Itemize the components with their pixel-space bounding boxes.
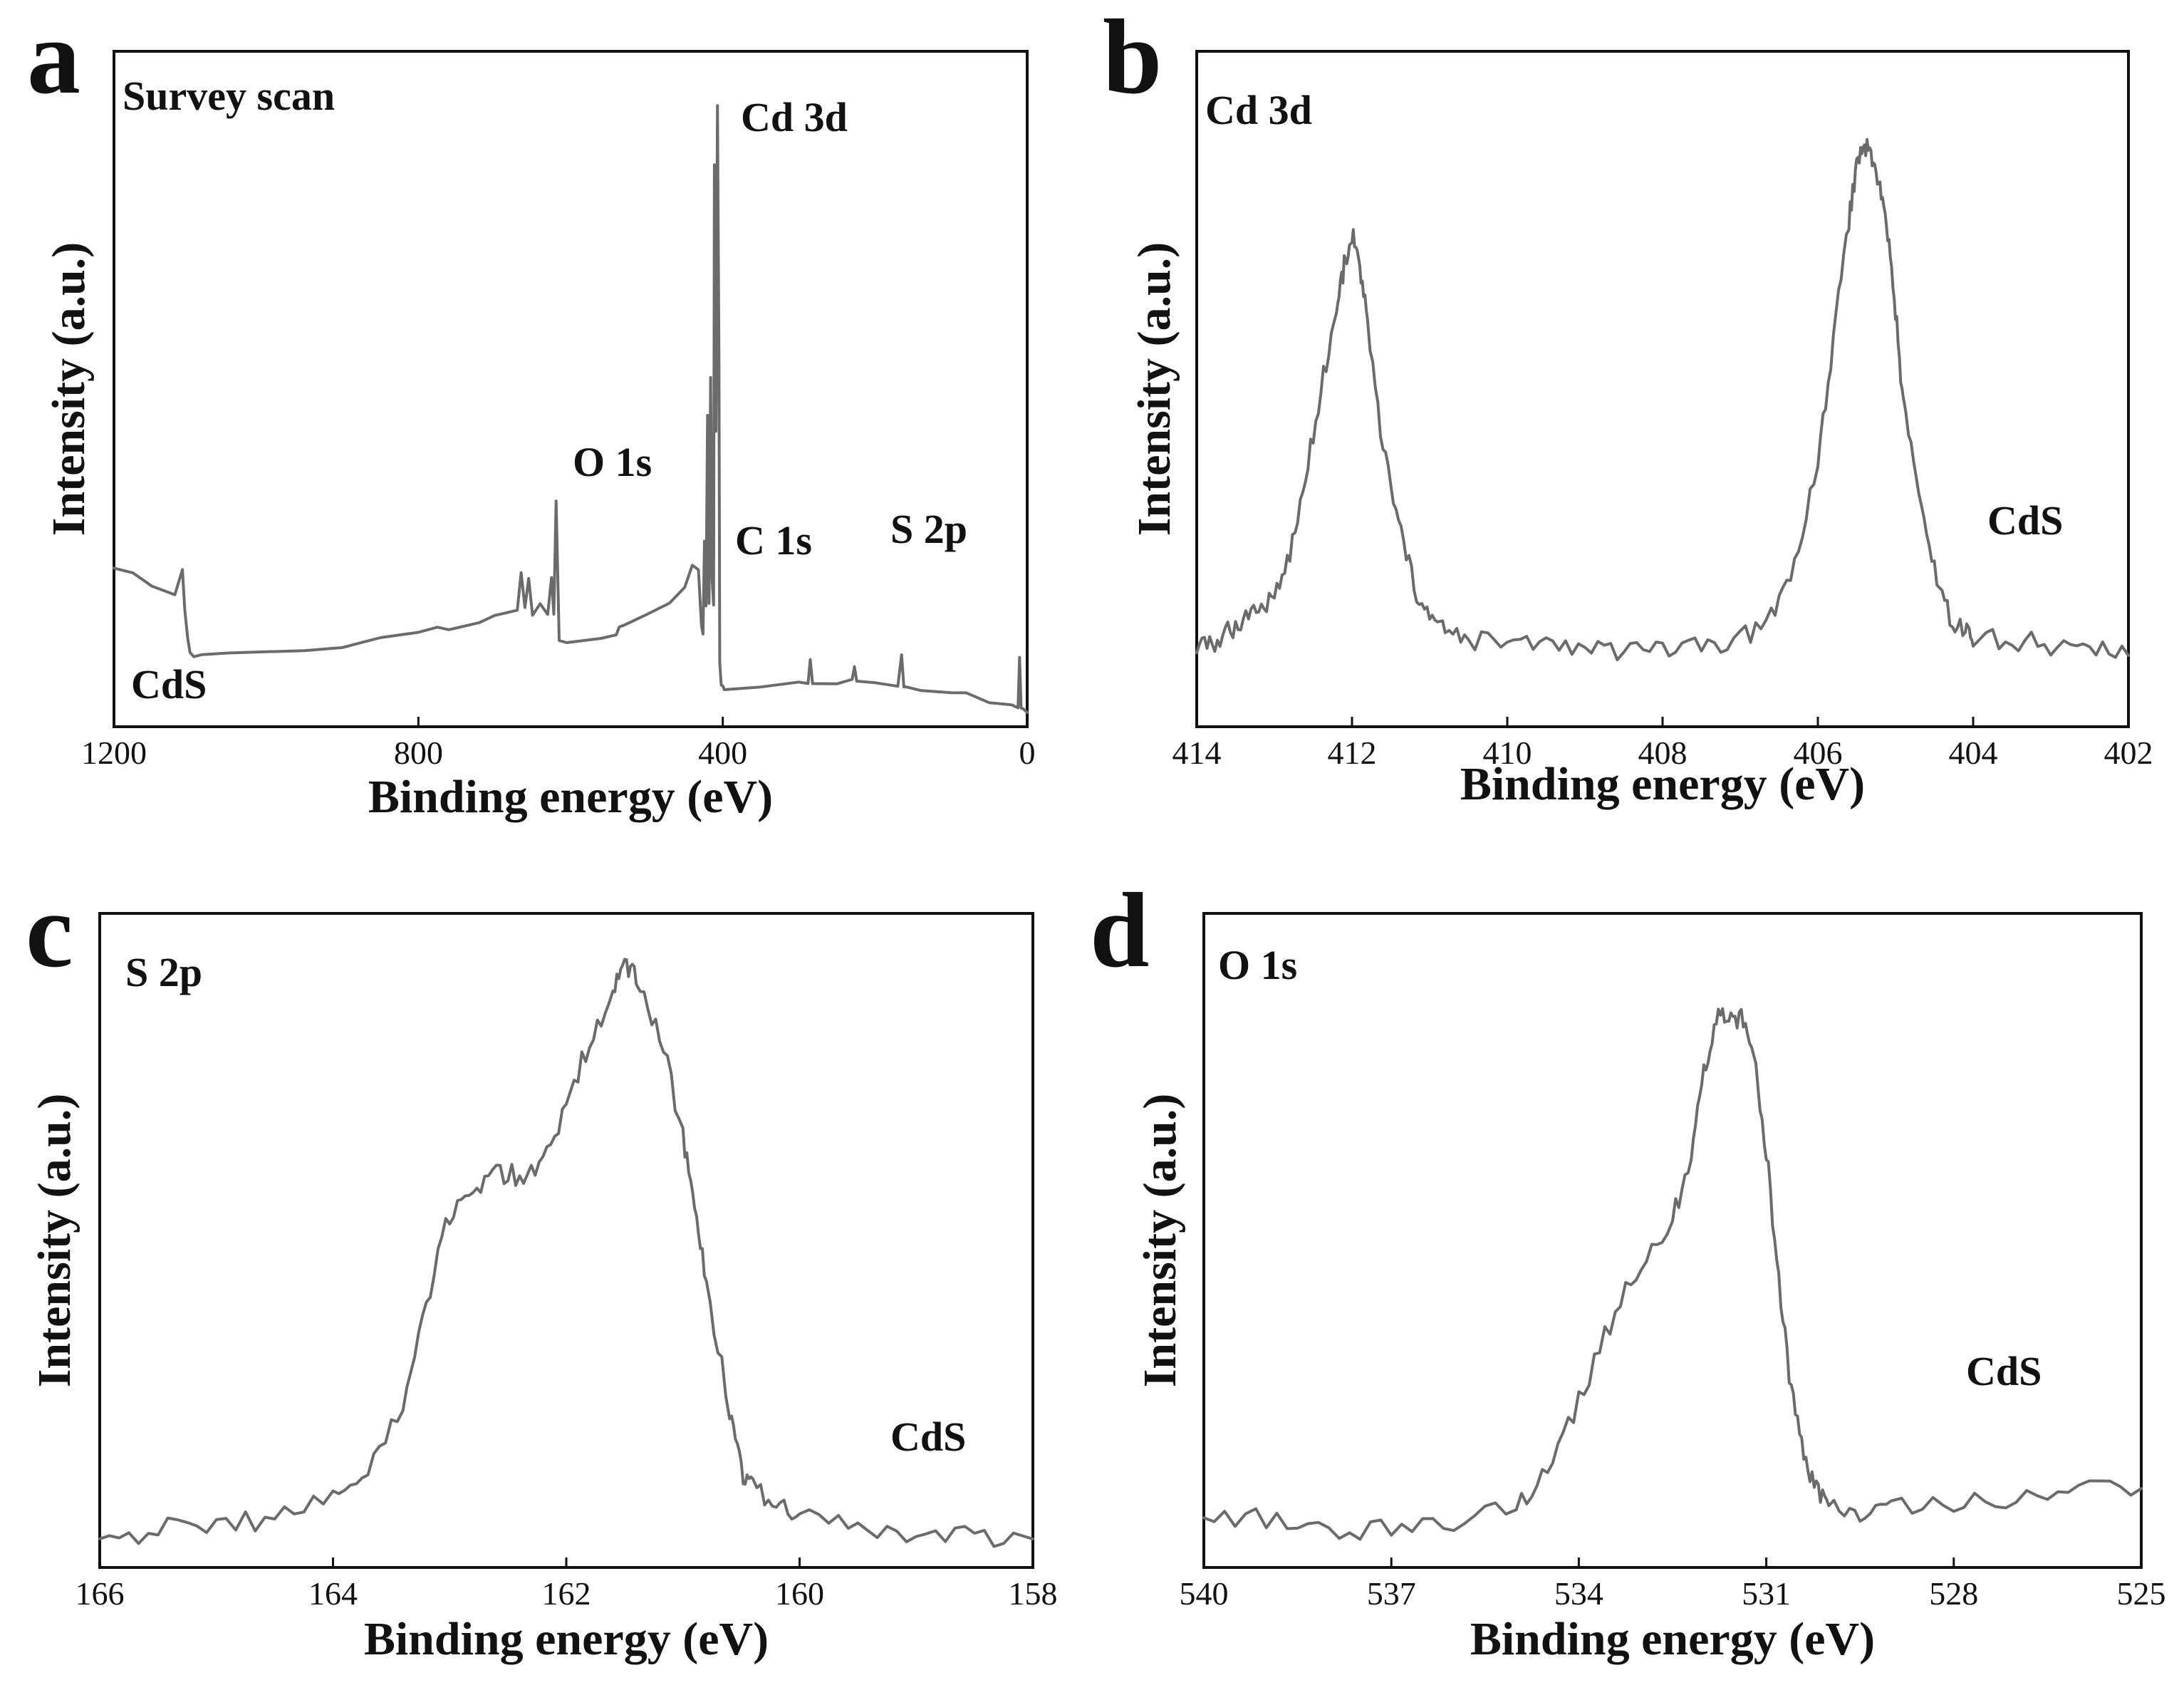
panel-c: c S 2p CdS Binding energy (eV) Intensity…: [26, 871, 1058, 1665]
panel-d-x-tick-label: 537: [1367, 1575, 1416, 1612]
panel-d-x-tick-label: 531: [1742, 1575, 1791, 1612]
panel-c-x-ticks: 166 164 162 160 158: [76, 1557, 1058, 1612]
panel-a-x-axis-title: Binding energy (eV): [368, 771, 773, 823]
panel-c-x-tick-label: 164: [308, 1575, 358, 1612]
panel-d-x-tick-label: 525: [2117, 1575, 2166, 1612]
panel-d: d O 1s CdS Binding energy (eV) Intensity…: [1090, 871, 2166, 1665]
panel-b-title: Cd 3d: [1205, 87, 1312, 133]
panel-b-spectrum-line: [1195, 138, 2130, 662]
panel-c-x-tick-label: 166: [76, 1575, 125, 1612]
panel-a-x-tick-label: 1200: [81, 735, 147, 771]
panel-d-spectrum-line: [1202, 1007, 2143, 1541]
panel-b-plot-frame: [1195, 50, 2130, 728]
panel-a-x-tick-label: 0: [1019, 735, 1036, 771]
panel-a-sample-label: CdS: [131, 661, 207, 707]
panel-c-x-axis-title: Binding energy (eV): [364, 1613, 769, 1665]
panel-d-sample-label: CdS: [1966, 1348, 2042, 1394]
panel-b-x-axis-title: Binding energy (eV): [1460, 758, 1865, 810]
panel-a-x-tick-label: 800: [394, 735, 443, 771]
panel-b-x-ticks: 414 412 410 408 406 404 402: [1172, 717, 2153, 771]
panel-letter-b: b: [1103, 0, 1162, 116]
panel-c-plot-frame: [98, 912, 1034, 1569]
panel-a-x-tick-label: 400: [698, 735, 747, 771]
panel-d-title: O 1s: [1218, 942, 1297, 988]
panel-d-x-tick-label: 528: [1929, 1575, 1978, 1612]
panel-c-x-tick-label: 158: [1009, 1575, 1058, 1612]
panel-a-plot-frame: [113, 50, 1029, 728]
panel-b-x-tick-label: 410: [1483, 735, 1532, 771]
panel-d-plot-frame: [1202, 912, 2143, 1569]
panel-c-title: S 2p: [125, 949, 202, 995]
panel-d-x-tick-label: 540: [1180, 1575, 1229, 1612]
panel-b-x-tick-label: 414: [1172, 735, 1222, 771]
panel-c-sample-label: CdS: [890, 1414, 966, 1460]
panel-d-x-tick-label: 534: [1554, 1575, 1603, 1612]
panel-c-y-axis-title: Intensity (a.u.): [28, 1094, 80, 1388]
panel-b-x-tick-label: 406: [1794, 735, 1843, 771]
panel-letter-d: d: [1090, 871, 1149, 990]
panel-a-peak-label-o1s: O 1s: [573, 439, 652, 485]
panel-b: b Cd 3d CdS Binding energy (eV) Intensit…: [1103, 0, 2153, 810]
panel-a: a Survey scan CdS Cd 3d O 1s C 1s S 2p B…: [27, 0, 1036, 823]
panel-c-x-tick-label: 160: [775, 1575, 824, 1612]
panel-a-peak-label-s2p: S 2p: [890, 506, 967, 552]
panel-a-x-ticks: 1200 800 400 0: [81, 717, 1036, 771]
panel-b-x-tick-label: 404: [1949, 735, 1998, 771]
panel-d-x-ticks: 540 537 534 531 528 525: [1180, 1557, 2166, 1612]
panel-letter-a: a: [27, 0, 80, 116]
panel-b-x-tick-label: 402: [2104, 735, 2153, 771]
panel-a-title: Survey scan: [123, 73, 335, 119]
panel-b-sample-label: CdS: [1987, 497, 2063, 544]
panel-c-spectrum-line: [98, 958, 1034, 1548]
panel-b-y-axis-title: Intensity (a.u.): [1128, 242, 1180, 537]
panel-b-x-tick-label: 412: [1328, 735, 1377, 771]
panel-letter-c: c: [26, 871, 73, 990]
panel-c-x-tick-label: 162: [542, 1575, 591, 1612]
panel-a-peak-label-c1s: C 1s: [735, 517, 812, 564]
panel-a-peak-label-cd3d: Cd 3d: [741, 94, 848, 140]
panel-d-y-axis-title: Intensity (a.u.): [1134, 1094, 1186, 1388]
panel-b-x-tick-label: 408: [1638, 735, 1688, 771]
panel-a-y-axis-title: Intensity (a.u.): [43, 242, 95, 537]
panel-a-spectrum-line: [113, 104, 1029, 714]
panel-d-x-axis-title: Binding energy (eV): [1470, 1613, 1875, 1665]
